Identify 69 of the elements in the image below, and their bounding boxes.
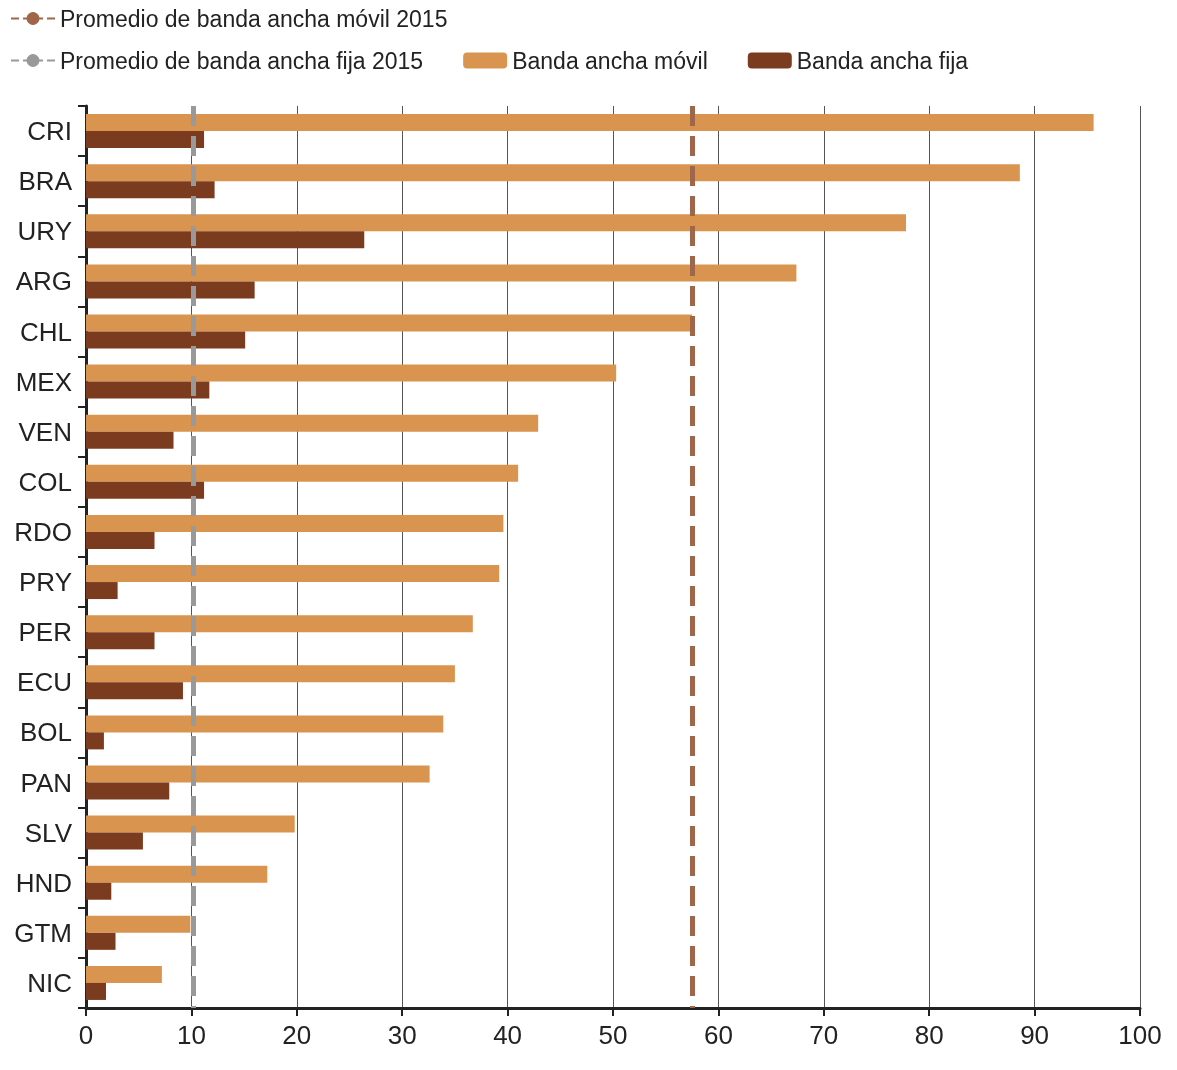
bar xyxy=(86,214,907,232)
x-tick-label: 70 xyxy=(809,1020,839,1050)
bar xyxy=(86,765,430,783)
x-tick-label: 0 xyxy=(78,1020,94,1050)
y-tick-label: CHL xyxy=(19,316,72,347)
bar xyxy=(86,381,210,399)
x-tick-label: 20 xyxy=(282,1020,312,1050)
y-tick-label: GTM xyxy=(14,917,72,948)
bar xyxy=(86,965,162,983)
bar xyxy=(86,464,519,482)
y-tick-label: PER xyxy=(18,617,72,648)
x-tick-label: 10 xyxy=(176,1020,206,1050)
bar xyxy=(86,715,444,733)
bar xyxy=(86,131,205,149)
bar xyxy=(86,682,183,700)
legend-label: Promedio de banda ancha móvil 2015 xyxy=(60,5,448,32)
bar xyxy=(86,615,473,633)
bar xyxy=(86,815,295,833)
x-tick-label: 30 xyxy=(387,1020,417,1050)
bar xyxy=(86,865,268,883)
y-tick-label: SLV xyxy=(24,817,73,848)
bar xyxy=(86,915,191,933)
bar xyxy=(86,982,107,1000)
y-tick-label: PAN xyxy=(20,767,72,798)
y-tick-label: PRY xyxy=(19,567,72,598)
bar xyxy=(86,481,205,499)
bar xyxy=(86,231,365,249)
y-tick-label: MEX xyxy=(15,366,72,397)
y-tick-label: ECU xyxy=(17,667,72,698)
bar xyxy=(86,531,155,549)
bar xyxy=(86,414,539,432)
bar xyxy=(86,932,116,950)
bar xyxy=(86,782,170,800)
y-tick-label: COL xyxy=(18,466,72,497)
y-tick-label: URY xyxy=(17,216,72,247)
y-tick-label: RDO xyxy=(14,516,72,547)
bar xyxy=(86,582,118,600)
bar xyxy=(86,665,455,683)
bar xyxy=(86,164,1020,182)
y-tick-label: BOL xyxy=(19,717,72,748)
bar xyxy=(86,264,797,282)
legend-label: Banda ancha fija xyxy=(796,47,969,74)
bar xyxy=(86,514,504,532)
y-tick-label: VEN xyxy=(18,416,72,447)
x-tick-label: 100 xyxy=(1118,1020,1162,1050)
bar xyxy=(86,181,215,199)
y-tick-label: ARG xyxy=(15,266,72,297)
y-tick-label: NIC xyxy=(27,967,72,998)
bar xyxy=(86,314,693,332)
y-tick-label: CRI xyxy=(27,116,72,147)
y-tick-label: BRA xyxy=(18,166,73,197)
bar xyxy=(86,331,246,349)
bar xyxy=(86,114,1094,132)
y-tick-label: HND xyxy=(15,867,72,898)
bar xyxy=(86,832,143,850)
bar xyxy=(86,732,104,750)
bar xyxy=(86,882,112,900)
legend-label: Promedio de banda ancha fija 2015 xyxy=(60,47,424,74)
bar xyxy=(86,565,500,583)
x-tick-label: 60 xyxy=(703,1020,733,1050)
x-tick-label: 50 xyxy=(598,1020,628,1050)
bar xyxy=(86,364,617,382)
legend-label: Banda ancha móvil xyxy=(512,47,708,74)
bar xyxy=(86,281,255,299)
bar xyxy=(86,431,174,449)
x-tick-label: 40 xyxy=(493,1020,523,1050)
x-tick-label: 90 xyxy=(1020,1020,1050,1050)
x-tick-label: 80 xyxy=(914,1020,944,1050)
bar xyxy=(86,632,155,650)
